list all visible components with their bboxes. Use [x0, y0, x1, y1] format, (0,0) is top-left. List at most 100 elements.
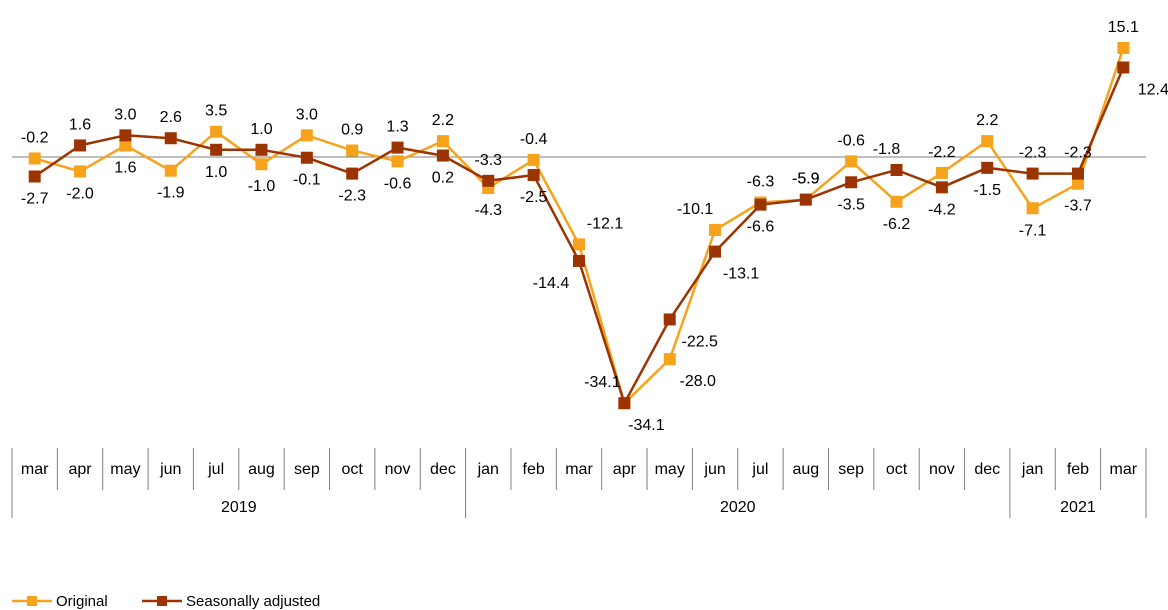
data-point: [210, 125, 223, 138]
data-label: -3.7: [1064, 198, 1092, 215]
series-layer: [28, 41, 1130, 410]
data-label: -34.1: [628, 417, 665, 434]
data-label: -0.2: [21, 129, 49, 146]
category-label: nov: [385, 461, 411, 478]
data-point: [391, 155, 404, 168]
data-point: [74, 165, 87, 178]
data-point: [663, 353, 676, 366]
data-point: [573, 238, 585, 251]
data-point: [1026, 202, 1039, 215]
category-label: jun: [703, 461, 725, 478]
category-label: mar: [565, 461, 593, 478]
data-point: [436, 149, 449, 162]
data-label-layer: -0.2 -2.0 1.6 -1.9 3.5 -1.0 3.0 0.9 -0.6 2.2 -4.3 -…: [21, 19, 1168, 434]
data-point: [28, 152, 41, 165]
data-point: [1117, 61, 1130, 74]
data-label: -0.6: [837, 132, 865, 149]
category-label: aug: [248, 461, 275, 478]
data-label: -1.0: [248, 178, 276, 195]
data-point: [1117, 41, 1130, 54]
legend-marker: [27, 596, 37, 606]
data-point: [935, 166, 948, 179]
data-label: -10.1: [677, 201, 714, 218]
data-label: -6.2: [883, 216, 911, 233]
data-point: [119, 139, 132, 152]
category-label: apr: [68, 461, 92, 478]
data-label: 3.5: [205, 103, 227, 120]
data-point: [300, 129, 313, 142]
data-point: [210, 143, 223, 156]
data-label: -3.5: [837, 196, 865, 213]
data-label: 12.4: [1138, 81, 1168, 98]
data-point: [845, 155, 858, 168]
category-label: jan: [477, 461, 499, 478]
data-label: -3.3: [474, 152, 502, 169]
category-label: sep: [838, 461, 864, 478]
data-point: [935, 181, 948, 194]
data-point: [527, 169, 540, 182]
data-label: -0.4: [520, 131, 548, 148]
data-point: [981, 135, 994, 148]
legend-marker: [157, 596, 167, 606]
data-point: [618, 397, 631, 410]
category-label: feb: [1067, 461, 1089, 478]
category-label: sep: [294, 461, 320, 478]
data-label: -2.3: [338, 188, 366, 205]
data-label: 1.6: [69, 116, 91, 133]
category-label: jul: [751, 461, 768, 478]
data-point: [890, 195, 903, 208]
legend-label: Seasonally adjusted: [186, 593, 320, 610]
data-point: [709, 223, 722, 236]
data-label: 1.0: [205, 164, 227, 181]
data-label: -2.0: [66, 185, 94, 202]
data-label: -2.3: [1064, 145, 1092, 162]
data-label: -4.2: [928, 201, 956, 218]
data-point: [1071, 167, 1084, 180]
data-label: -28.0: [679, 373, 716, 390]
legend: Original Seasonally adjusted: [12, 593, 320, 610]
data-label: 0.2: [432, 170, 454, 187]
data-label: -1.5: [973, 182, 1001, 199]
data-point: [663, 313, 676, 326]
data-label: -1.9: [157, 185, 185, 202]
data-point: [300, 151, 313, 164]
category-label: nov: [929, 461, 955, 478]
series-line: [34, 47, 1125, 405]
data-point: [119, 129, 132, 142]
year-label: 2021: [1060, 499, 1096, 516]
data-point: [709, 245, 722, 258]
data-point: [28, 170, 41, 183]
data-point: [255, 158, 268, 171]
data-point: [346, 144, 359, 157]
category-label: may: [110, 461, 140, 478]
data-label: -5.9: [792, 171, 820, 188]
category-label: oct: [342, 461, 364, 478]
category-label: mar: [21, 461, 49, 478]
data-label: 1.0: [250, 121, 272, 138]
data-point: [255, 143, 268, 156]
data-label: -12.1: [587, 215, 624, 232]
category-label: aug: [792, 461, 819, 478]
data-point: [573, 254, 585, 267]
data-point: [1071, 177, 1084, 190]
data-point: [890, 163, 903, 176]
category-label: may: [655, 461, 685, 478]
data-label: -34.1: [584, 374, 621, 391]
data-point: [754, 198, 767, 211]
data-label: 15.1: [1108, 19, 1139, 36]
series-original: [28, 41, 1130, 410]
year-label: 2019: [221, 499, 257, 516]
category-label: apr: [613, 461, 637, 478]
data-point: [482, 174, 495, 187]
data-point: [1026, 167, 1039, 180]
data-label: -2.3: [1019, 145, 1047, 162]
data-point: [346, 167, 359, 180]
data-label: -13.1: [723, 266, 760, 283]
data-label: 3.0: [296, 106, 318, 123]
data-point: [799, 193, 812, 206]
category-label: mar: [1110, 461, 1138, 478]
legend-label: Original: [56, 593, 108, 610]
data-label: 2.2: [976, 112, 998, 129]
data-label: -0.6: [384, 175, 412, 192]
